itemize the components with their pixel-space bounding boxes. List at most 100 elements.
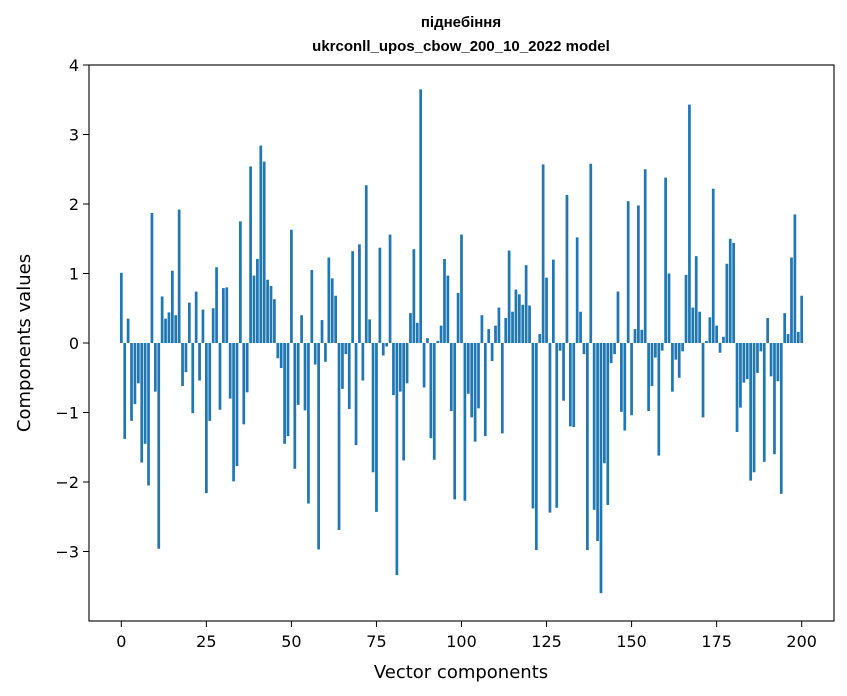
bar-69 — [354, 343, 358, 446]
bar-31 — [225, 287, 229, 343]
bar-188 — [759, 343, 763, 352]
bar-111 — [497, 307, 501, 343]
bar-119 — [524, 265, 528, 343]
bar-94 — [439, 325, 443, 344]
bar-140 — [596, 343, 599, 542]
bar-74 — [371, 343, 375, 473]
bar-28 — [215, 267, 218, 343]
y-tick-label: 4 — [69, 56, 79, 75]
bar-193 — [776, 343, 780, 382]
bar-60 — [324, 343, 327, 362]
bar-163 — [674, 343, 678, 360]
chart-title: піднебіння ukrconll_upos_cbow_200_10_202… — [312, 14, 610, 55]
x-tick-label: 100 — [446, 632, 477, 651]
bar-115 — [511, 311, 514, 343]
chart-title-line1: піднебіння — [421, 14, 501, 31]
bar-157 — [654, 343, 657, 358]
bar-25 — [205, 343, 208, 494]
bar-112 — [500, 343, 504, 434]
bar-114 — [507, 250, 511, 343]
bar-141 — [599, 343, 603, 594]
bar-13 — [164, 318, 167, 343]
bar-52 — [296, 343, 300, 405]
x-tick-label: 150 — [616, 632, 647, 651]
bar-129 — [558, 343, 562, 351]
bar-172 — [705, 340, 708, 343]
bar-49 — [286, 343, 290, 437]
bar-21 — [191, 343, 195, 414]
bar-159 — [660, 343, 664, 351]
bar-161 — [667, 273, 671, 343]
bar-26 — [208, 343, 212, 421]
bar-110 — [494, 325, 497, 344]
bar-99 — [456, 292, 460, 343]
bar-91 — [429, 343, 433, 439]
bar-156 — [650, 343, 654, 387]
bar-181 — [735, 343, 739, 432]
bar-155 — [647, 343, 650, 412]
bar-160 — [664, 177, 667, 343]
bar-63 — [334, 295, 337, 343]
bar-106 — [480, 315, 484, 343]
bar-43 — [266, 279, 269, 343]
bar-82 — [398, 343, 402, 392]
bar-189 — [762, 343, 766, 462]
bar-122 — [534, 343, 538, 551]
y-tick-label: −1 — [55, 404, 79, 423]
bar-53 — [300, 315, 303, 343]
bar-66 — [344, 343, 348, 355]
bar-191 — [769, 343, 773, 377]
x-tick-label: 0 — [116, 632, 126, 651]
bar-145 — [613, 343, 616, 355]
bar-56 — [310, 270, 314, 343]
bar-37 — [245, 343, 249, 393]
bar-85 — [409, 313, 412, 343]
y-tick-label: 1 — [69, 265, 79, 284]
bar-20 — [187, 302, 191, 343]
bar-1 — [123, 343, 127, 439]
bar-105 — [477, 343, 480, 409]
bar-137 — [586, 343, 589, 551]
bar-90 — [426, 338, 429, 343]
bar-144 — [609, 343, 613, 364]
bar-154 — [643, 169, 647, 343]
bar-174 — [711, 188, 715, 343]
bar-107 — [483, 343, 487, 437]
bar-103 — [470, 343, 474, 418]
bar-134 — [575, 237, 579, 343]
bar-123 — [538, 333, 542, 343]
bar-143 — [606, 343, 610, 505]
chart-title-line2: ukrconll_upos_cbow_200_10_2022 model — [312, 38, 610, 55]
bar-166 — [684, 274, 688, 343]
bar-27 — [211, 308, 215, 343]
bar-164 — [677, 343, 681, 378]
x-tick-label: 175 — [701, 632, 732, 651]
bar-58 — [317, 343, 320, 550]
bar-62 — [330, 278, 334, 343]
bar-78 — [385, 343, 389, 347]
bar-175 — [715, 325, 718, 344]
bar-93 — [436, 340, 440, 343]
bar-135 — [579, 311, 582, 343]
bar-199 — [796, 331, 800, 343]
y-tick-label: 2 — [69, 195, 79, 214]
bar-116 — [514, 289, 518, 343]
x-tick-label: 125 — [531, 632, 562, 651]
bar-35 — [239, 221, 242, 344]
bar-125 — [545, 277, 548, 343]
x-tick-label: 75 — [366, 632, 386, 651]
bar-40 — [256, 258, 259, 343]
bar-45 — [273, 299, 276, 343]
bar-139 — [592, 343, 596, 510]
bar-121 — [531, 343, 535, 509]
bar-198 — [793, 214, 797, 343]
bar-4 — [133, 343, 137, 405]
bar-131 — [565, 194, 569, 343]
bar-10 — [153, 343, 157, 392]
bar-67 — [347, 343, 351, 410]
bar-149 — [626, 201, 630, 343]
y-tick-label: −3 — [55, 543, 79, 562]
bar-104 — [473, 343, 477, 442]
bar-17 — [177, 209, 181, 343]
bar-79 — [388, 234, 392, 343]
